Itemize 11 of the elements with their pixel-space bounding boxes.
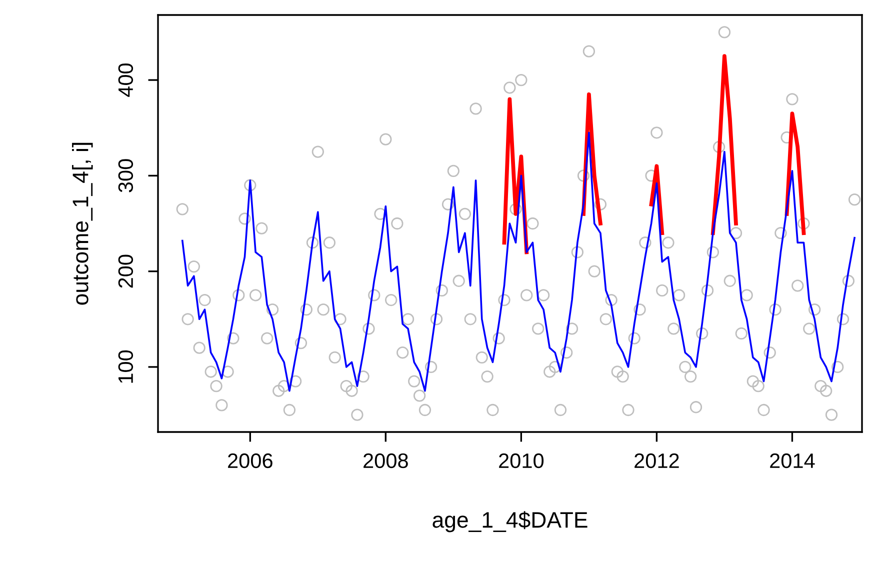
x-axis-title: age_1_4$DATE bbox=[432, 511, 588, 532]
y-tick-label: 300 bbox=[118, 159, 134, 192]
y-tick-label: 100 bbox=[118, 350, 134, 383]
y-axis-title: outcome_1_4[, i] bbox=[72, 142, 93, 305]
y-tick-label: 200 bbox=[118, 254, 134, 288]
x-tick-label: 2012 bbox=[634, 453, 679, 468]
x-tick-label: 2010 bbox=[499, 453, 544, 468]
x-tick-label: 2014 bbox=[770, 453, 815, 468]
x-tick-label: 2006 bbox=[228, 453, 272, 468]
x-tick-label: 2008 bbox=[364, 453, 408, 468]
y-tick-label: 400 bbox=[118, 63, 134, 97]
